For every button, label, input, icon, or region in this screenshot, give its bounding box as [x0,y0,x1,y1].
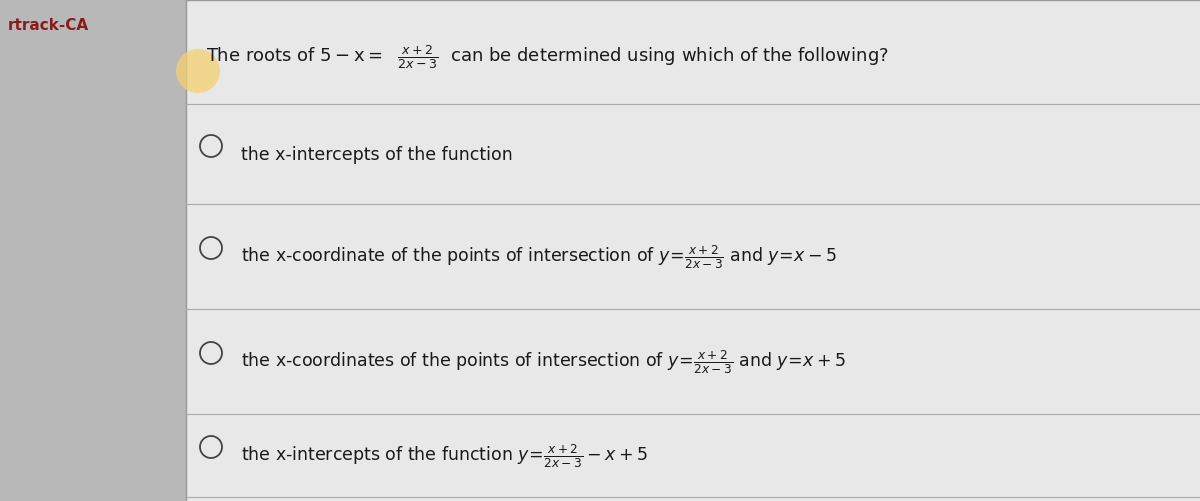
Text: the x-coordinate of the points of intersection of $y\!=\!\frac{x+2}{2x-3}$ and $: the x-coordinate of the points of inters… [241,242,836,270]
Circle shape [176,50,220,94]
Text: the x-intercepts of the function $y\!=\!\frac{x+2}{2x-3}-x+5$: the x-intercepts of the function $y\!=\!… [241,441,648,469]
FancyBboxPatch shape [0,0,186,501]
Text: The roots of $\mathregular{5-x=}$  $\frac{x+2}{2x-3}$  can be determined using w: The roots of $\mathregular{5-x=}$ $\frac… [206,43,889,71]
FancyBboxPatch shape [186,0,1200,501]
Text: rtrack-CA: rtrack-CA [8,18,89,33]
Text: the x-coordinates of the points of intersection of $y\!=\!\frac{x+2}{2x-3}$ and : the x-coordinates of the points of inter… [241,348,846,375]
Text: the x-intercepts of the function: the x-intercepts of the function [241,146,512,164]
